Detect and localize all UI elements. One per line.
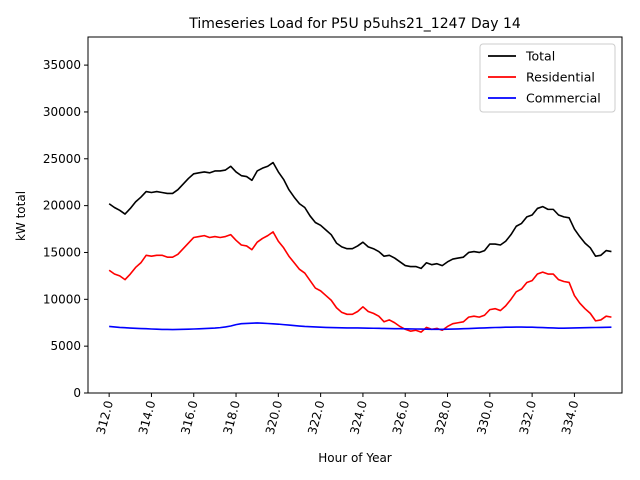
legend-box: [479, 43, 616, 113]
legend-label: Commercial: [526, 91, 601, 106]
y-axis: 0 5000 10000 15000 20000 25000 30000 35000: [43, 58, 88, 400]
x-tick-label: 312.0: [94, 399, 116, 436]
x-tick-label: 320.0: [263, 399, 285, 436]
legend-label: Residential: [526, 70, 595, 85]
y-tick-label: 35000: [43, 58, 81, 72]
y-tick-label: 25000: [43, 152, 81, 166]
legend-label: Total: [525, 49, 555, 64]
y-tick-label: 20000: [43, 199, 81, 213]
series-line-commercial: [109, 322, 612, 331]
x-axis: 312.0 314.0 316.0 318.0 320.0 322.0 324.0 326.0…: [94, 393, 581, 436]
x-tick-label: 330.0: [474, 399, 496, 436]
x-tick-label: 324.0: [347, 399, 369, 436]
x-tick-label: 322.0: [305, 399, 327, 436]
x-tick-label: 316.0: [178, 399, 200, 436]
y-tick-label: 5000: [50, 339, 81, 353]
y-axis-label: kW total: [14, 191, 28, 241]
chart-title: Timeseries Load for P5U p5uhs21_1247 Day…: [188, 16, 521, 32]
y-tick-label: 0: [73, 386, 81, 400]
x-tick-label: 326.0: [390, 399, 412, 436]
x-tick-label: 332.0: [517, 399, 539, 436]
y-tick-label: 10000: [43, 292, 81, 306]
y-tick-label: 30000: [43, 105, 81, 119]
series-line-residential: [108, 231, 612, 333]
x-tick-label: 318.0: [221, 399, 243, 436]
x-tick-label: 334.0: [559, 399, 581, 436]
series-line-total: [108, 161, 612, 270]
plot-area: [87, 36, 623, 394]
legend: Total Residential Commercial: [479, 43, 616, 113]
plot-frame: [87, 36, 623, 394]
x-axis-label: Hour of Year: [318, 451, 392, 465]
y-tick-label: 15000: [43, 245, 81, 259]
x-tick-label: 314.0: [136, 399, 158, 436]
x-tick-label: 328.0: [432, 399, 454, 436]
